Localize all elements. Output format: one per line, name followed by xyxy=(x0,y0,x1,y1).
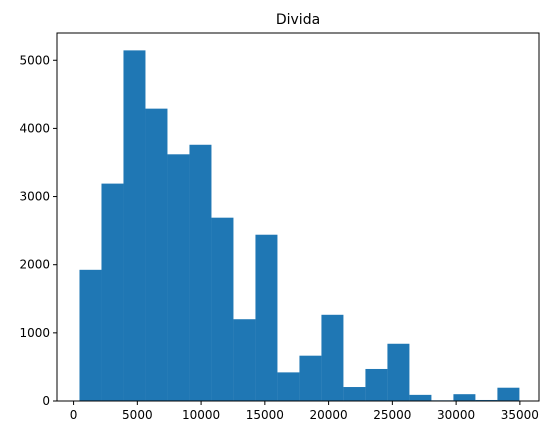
x-tick-label-5: 25000 xyxy=(373,408,411,422)
histogram-bar-12 xyxy=(343,387,366,401)
histogram-bar-1 xyxy=(101,183,124,401)
x-tick-label-0: 0 xyxy=(70,408,78,422)
histogram-bar-11 xyxy=(321,314,344,401)
histogram-bar-5 xyxy=(189,144,212,401)
histogram-bar-17 xyxy=(453,394,476,401)
y-tick-label-5: 5000 xyxy=(19,53,50,67)
y-tick-label-2: 2000 xyxy=(19,258,50,272)
histogram-bar-8 xyxy=(255,234,278,401)
bars-layer xyxy=(79,50,520,402)
x-tick-label-2: 10000 xyxy=(182,408,220,422)
histogram-bar-13 xyxy=(365,368,388,401)
ticks-layer: 0 5000 10000 15000 20000 25000 30000 35000 0 1000… xyxy=(19,53,539,422)
histogram-bar-2 xyxy=(123,50,146,401)
histogram-bar-10 xyxy=(299,355,322,401)
x-tick-label-7: 35000 xyxy=(501,408,539,422)
x-tick-label-3: 15000 xyxy=(246,408,284,422)
plot-frame xyxy=(56,32,540,402)
histogram-bar-15 xyxy=(409,394,432,401)
y-tick-label-0: 0 xyxy=(42,394,50,408)
histogram-bar-6 xyxy=(211,217,234,401)
y-tick-label-1: 1000 xyxy=(19,326,50,340)
y-tick-label-4: 4000 xyxy=(19,121,50,135)
x-tick-label-4: 20000 xyxy=(310,408,348,422)
histogram-bar-19 xyxy=(497,387,520,401)
histogram-bar-0 xyxy=(79,269,102,401)
histogram-bar-18 xyxy=(475,399,498,401)
x-tick-label-1: 5000 xyxy=(122,408,153,422)
histogram-bar-3 xyxy=(145,108,168,402)
chart-title: Divida xyxy=(276,12,320,28)
y-tick-label-3: 3000 xyxy=(19,190,50,204)
histogram-bar-4 xyxy=(167,154,190,401)
histogram-bar-14 xyxy=(387,343,410,401)
histogram-bar-7 xyxy=(233,319,256,401)
histogram-bar-9 xyxy=(277,372,300,401)
x-tick-label-6: 30000 xyxy=(437,408,475,422)
